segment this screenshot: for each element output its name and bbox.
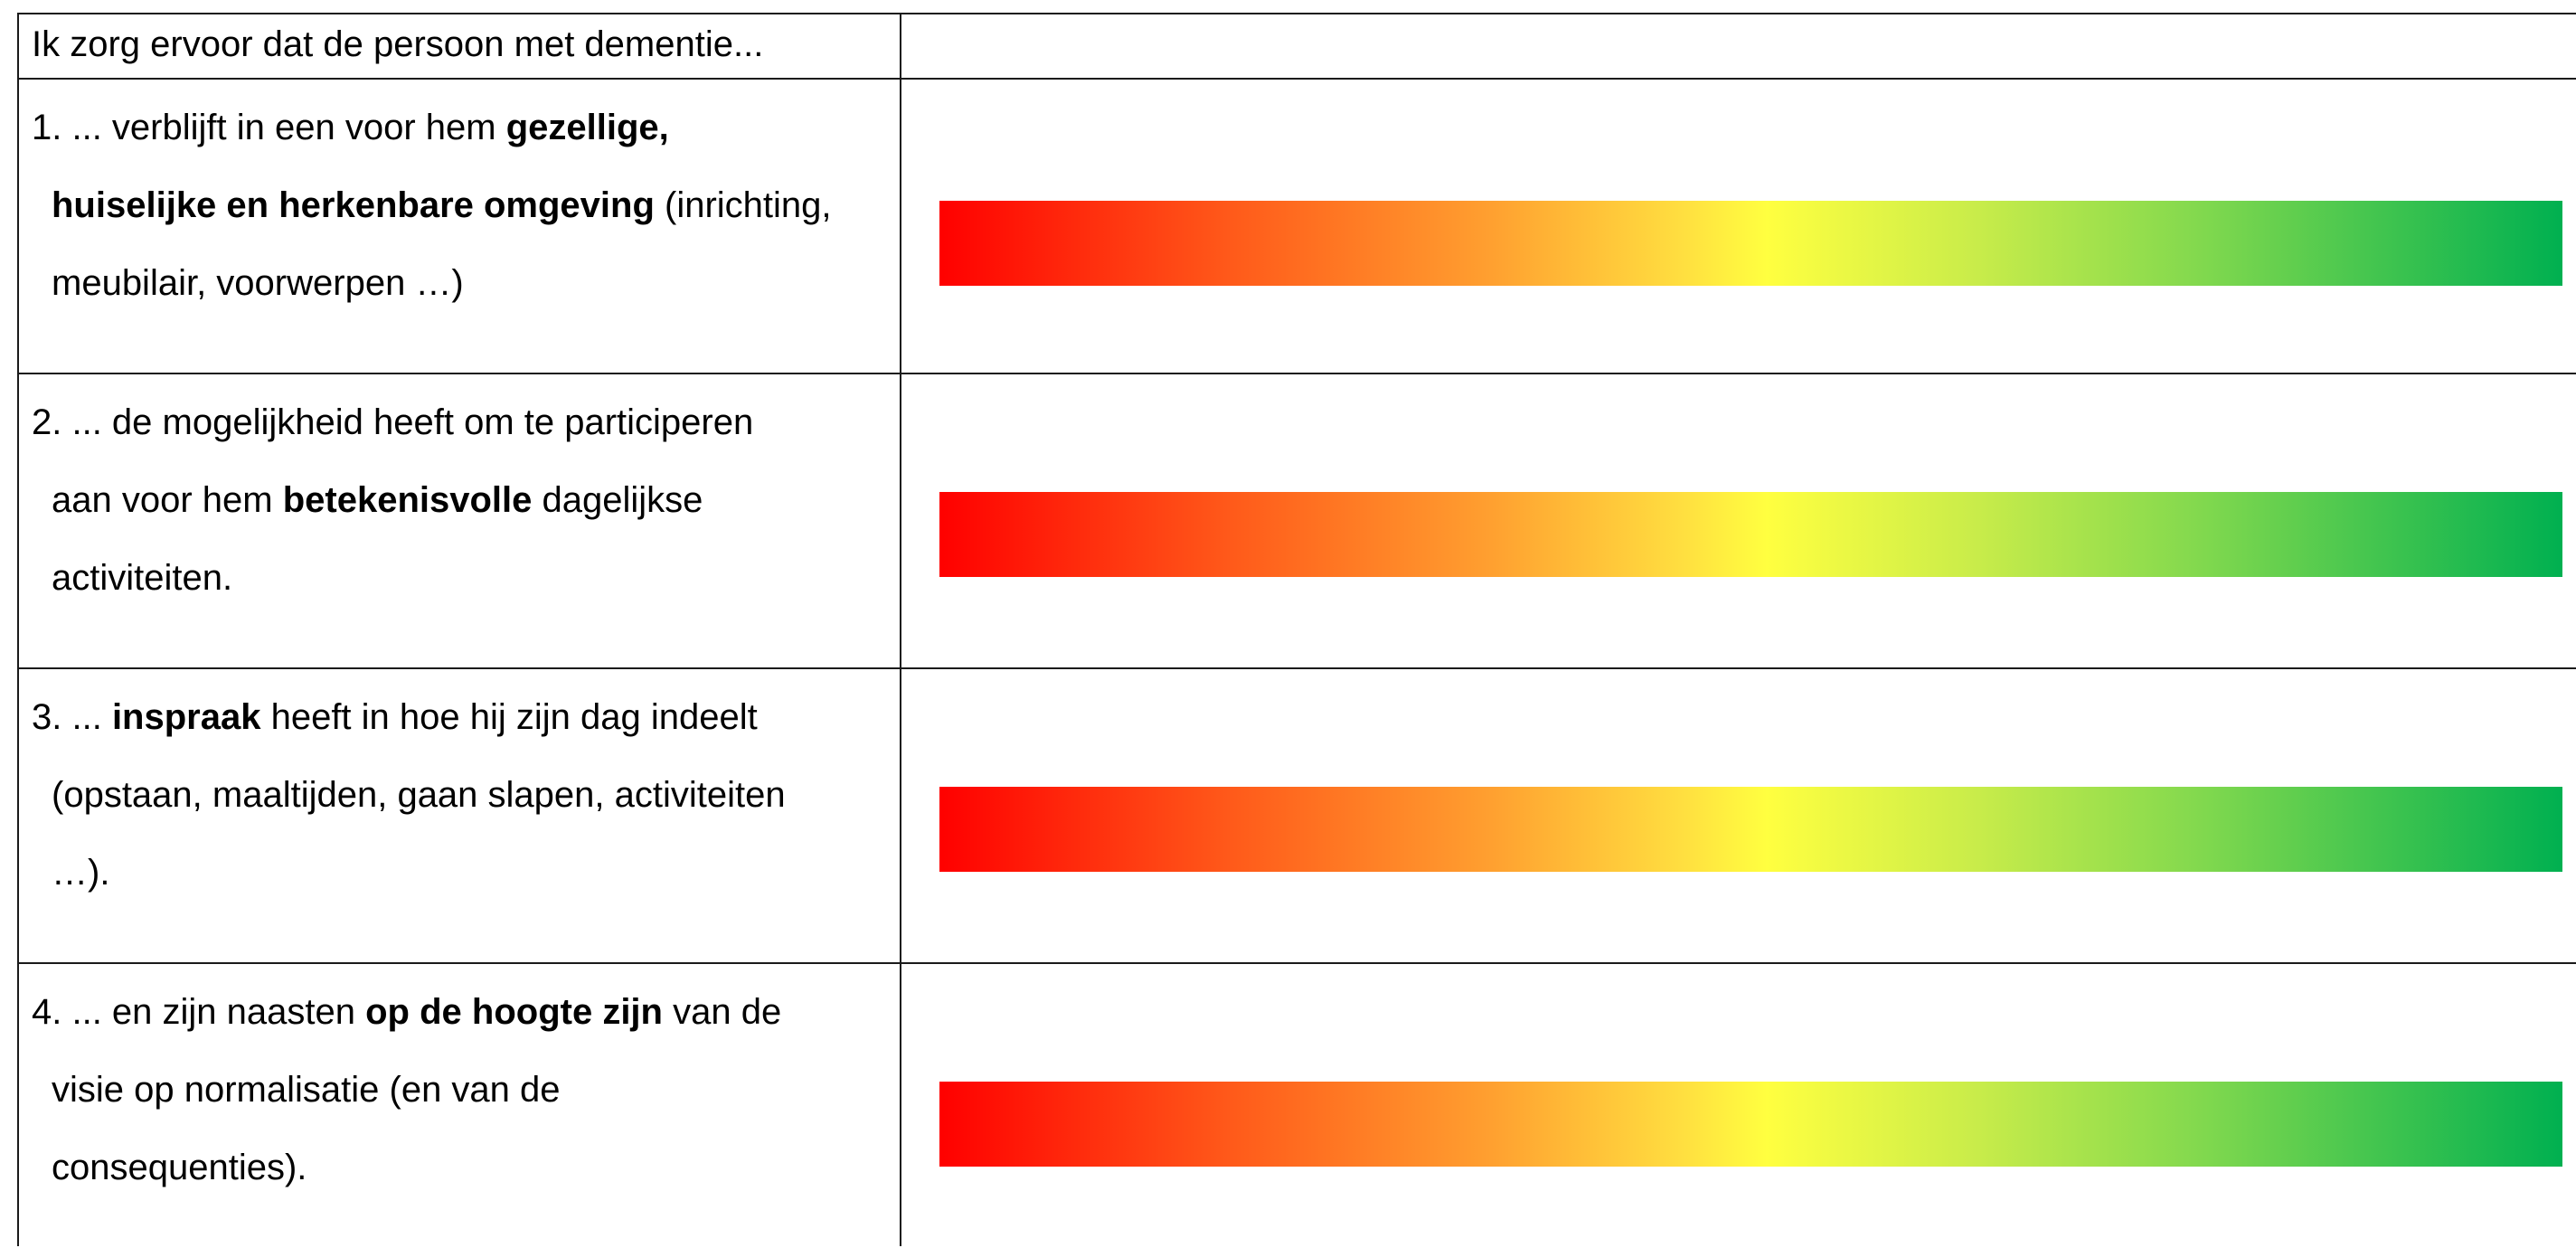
column-divider bbox=[900, 14, 901, 1246]
table-row: 2. ... de mogelijkheid heeft om te parti… bbox=[19, 374, 2576, 669]
item-1-line-3: meubilair, voorwerpen …) bbox=[32, 244, 891, 322]
item-4-rating-scale[interactable] bbox=[939, 1082, 2562, 1167]
item-3-rating-scale[interactable] bbox=[939, 787, 2562, 872]
item-1-statement: 1. ... verblijft in een voor hem gezelli… bbox=[32, 89, 891, 322]
table-row: 1. ... verblijft in een voor hem gezelli… bbox=[19, 80, 2576, 374]
text-run: aan voor hem bbox=[52, 480, 283, 520]
item-3-statement: 3. ... inspraak heeft in hoe hij zijn da… bbox=[32, 678, 891, 912]
text-run: 2. ... de mogelijkheid heeft om te parti… bbox=[32, 402, 754, 442]
text-run: …). bbox=[52, 853, 110, 893]
emphasis-run: gezellige, bbox=[505, 108, 669, 147]
text-run: 1. ... verblijft in een voor hem bbox=[32, 108, 506, 147]
text-run: meubilair, voorwerpen …) bbox=[52, 263, 464, 303]
item-2-line-2: aan voor hem betekenisvolle dagelijkse bbox=[32, 461, 891, 539]
text-run: dagelijkse bbox=[532, 480, 703, 520]
item-2-line-3: activiteiten. bbox=[32, 539, 891, 617]
item-4-statement: 4. ... en zijn naasten op de hoogte zijn… bbox=[32, 973, 891, 1206]
text-run: (opstaan, maaltijden, gaan slapen, activ… bbox=[52, 775, 786, 815]
item-1-line-2: huiselijke en herkenbare omgeving (inric… bbox=[32, 166, 891, 244]
text-run: 4. ... en zijn naasten bbox=[32, 992, 366, 1032]
text-run: 3. ... bbox=[32, 697, 112, 737]
text-run: van de bbox=[662, 992, 782, 1032]
text-run: visie op normalisatie (en van de bbox=[52, 1070, 561, 1110]
item-2-statement: 2. ... de mogelijkheid heeft om te parti… bbox=[32, 383, 891, 617]
item-4-line-1: 4. ... en zijn naasten op de hoogte zijn… bbox=[32, 973, 891, 1051]
intro-statement: Ik zorg ervoor dat de persoon met dement… bbox=[32, 24, 764, 64]
text-run: activiteiten. bbox=[52, 558, 233, 598]
emphasis-run: betekenisvolle bbox=[282, 480, 533, 520]
item-2-rating-scale[interactable] bbox=[939, 492, 2562, 577]
item-3-line-1: 3. ... inspraak heeft in hoe hij zijn da… bbox=[32, 678, 891, 756]
emphasis-run: inspraak bbox=[111, 697, 261, 737]
emphasis-run: op de hoogte zijn bbox=[365, 992, 663, 1032]
item-3-line-2: (opstaan, maaltijden, gaan slapen, activ… bbox=[32, 756, 891, 834]
item-4-line-2: visie op normalisatie (en van de bbox=[32, 1051, 891, 1129]
item-3-line-3: …). bbox=[32, 834, 891, 912]
item-1-line-1: 1. ... verblijft in een voor hem gezelli… bbox=[32, 89, 891, 166]
header-row: Ik zorg ervoor dat de persoon met dement… bbox=[19, 14, 2576, 80]
table-row: 3. ... inspraak heeft in hoe hij zijn da… bbox=[19, 669, 2576, 964]
rating-table: Ik zorg ervoor dat de persoon met dement… bbox=[17, 13, 2576, 1246]
item-1-rating-scale[interactable] bbox=[939, 201, 2562, 286]
emphasis-run: huiselijke en herkenbare omgeving bbox=[52, 185, 655, 225]
text-run: (inrichting, bbox=[654, 185, 832, 225]
table-row: 4. ... en zijn naasten op de hoogte zijn… bbox=[19, 964, 2576, 1248]
text-run: consequenties). bbox=[52, 1148, 307, 1187]
text-run: heeft in hoe hij zijn dag indeelt bbox=[260, 697, 758, 737]
item-2-line-1: 2. ... de mogelijkheid heeft om te parti… bbox=[32, 383, 891, 461]
item-4-line-3: consequenties). bbox=[32, 1129, 891, 1206]
